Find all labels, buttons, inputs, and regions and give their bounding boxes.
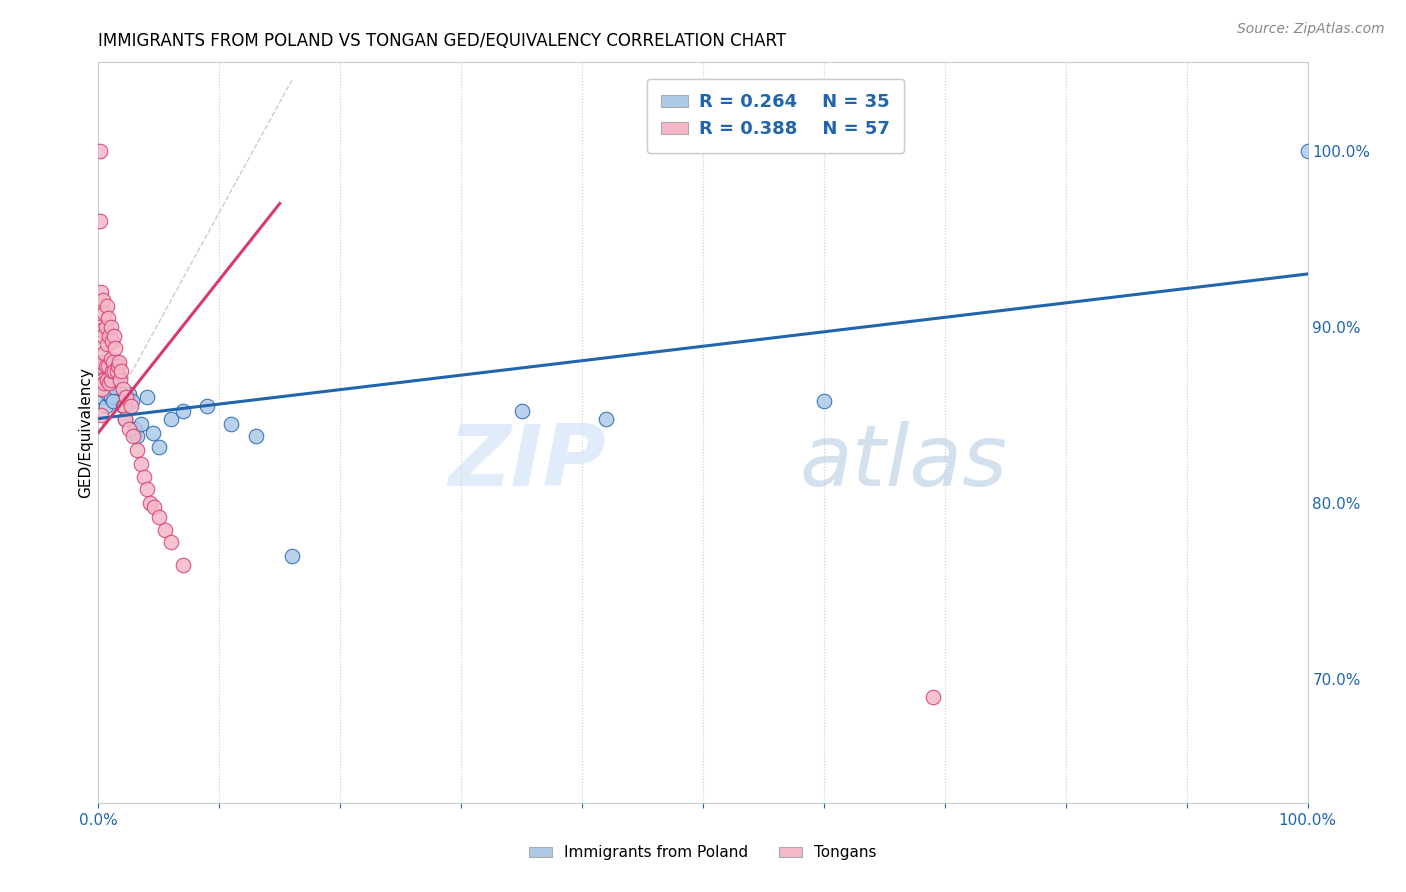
Point [91, 373, 114, 387]
Point [89, 214, 111, 228]
Point [91, 293, 114, 308]
Point [107, 359, 129, 373]
Point [90, 359, 112, 373]
Point [96, 337, 118, 351]
Point [112, 399, 135, 413]
Point [160, 535, 183, 549]
Point [111, 382, 134, 396]
Point [118, 422, 141, 436]
Point [114, 411, 136, 425]
Point [94, 319, 117, 334]
Point [91, 382, 114, 396]
Point [97, 387, 120, 401]
Point [98, 328, 121, 343]
Point [143, 500, 166, 514]
Text: atlas: atlas [800, 421, 1008, 504]
Point [135, 482, 157, 496]
Point [127, 429, 149, 443]
Point [89, 382, 111, 396]
Point [96, 299, 118, 313]
Point [111, 399, 134, 413]
Point [91, 323, 114, 337]
Point [89, 319, 111, 334]
Point [96, 373, 118, 387]
Point [100, 390, 122, 404]
Point [94, 359, 117, 373]
Point [103, 328, 125, 343]
Point [921, 690, 943, 704]
Point [104, 341, 127, 355]
Point [245, 429, 267, 443]
Point [114, 411, 136, 425]
Point [100, 334, 122, 348]
Point [105, 364, 128, 378]
Point [100, 351, 122, 366]
Point [110, 364, 132, 378]
Point [281, 549, 304, 563]
Point [108, 355, 131, 369]
Point [100, 364, 122, 378]
Y-axis label: GED/Equivalency: GED/Equivalency [77, 368, 93, 498]
Point [510, 404, 533, 418]
Point [124, 422, 146, 436]
Point [148, 510, 170, 524]
Point [97, 359, 120, 373]
Point [91, 359, 114, 373]
Point [100, 373, 122, 387]
Text: Source: ZipAtlas.com: Source: ZipAtlas.com [1237, 22, 1385, 37]
Point [122, 429, 145, 443]
Point [129, 417, 152, 431]
Point [195, 399, 218, 413]
Point [595, 411, 617, 425]
Point [135, 390, 157, 404]
Point [115, 390, 138, 404]
Point [100, 364, 122, 378]
Point [90, 285, 112, 299]
Point [90, 369, 112, 384]
Point [103, 364, 125, 378]
Point [89, 144, 111, 158]
Text: ZIP: ZIP [449, 421, 606, 504]
Point [90, 408, 112, 422]
Point [98, 376, 121, 391]
Point [91, 328, 114, 343]
Point [813, 393, 835, 408]
Legend: Immigrants from Poland, Tongans: Immigrants from Poland, Tongans [523, 839, 883, 866]
Point [94, 399, 117, 413]
Point [90, 382, 112, 396]
Point [108, 369, 131, 384]
Point [118, 387, 141, 401]
Point [98, 373, 121, 387]
Point [108, 373, 131, 387]
Point [97, 311, 120, 326]
Point [93, 306, 115, 320]
Point [105, 355, 128, 369]
Point [93, 346, 115, 360]
Point [120, 399, 142, 413]
Point [148, 440, 170, 454]
Point [91, 355, 114, 369]
Point [93, 376, 115, 391]
Point [153, 523, 176, 537]
Point [91, 390, 114, 404]
Point [172, 404, 194, 418]
Point [93, 373, 115, 387]
Point [101, 393, 124, 408]
Point [172, 558, 194, 572]
Point [1296, 144, 1319, 158]
Point [160, 411, 183, 425]
Point [139, 496, 162, 510]
Legend: R = 0.264    N = 35, R = 0.388    N = 57: R = 0.264 N = 35, R = 0.388 N = 57 [647, 78, 904, 153]
Point [221, 417, 243, 431]
Point [142, 425, 165, 440]
Point [100, 319, 122, 334]
Point [101, 355, 124, 369]
Point [129, 458, 152, 472]
Point [134, 469, 156, 483]
Point [127, 443, 149, 458]
Point [103, 380, 125, 394]
Point [121, 393, 143, 408]
Point [96, 376, 118, 391]
Text: IMMIGRANTS FROM POLAND VS TONGAN GED/EQUIVALENCY CORRELATION CHART: IMMIGRANTS FROM POLAND VS TONGAN GED/EQU… [98, 32, 786, 50]
